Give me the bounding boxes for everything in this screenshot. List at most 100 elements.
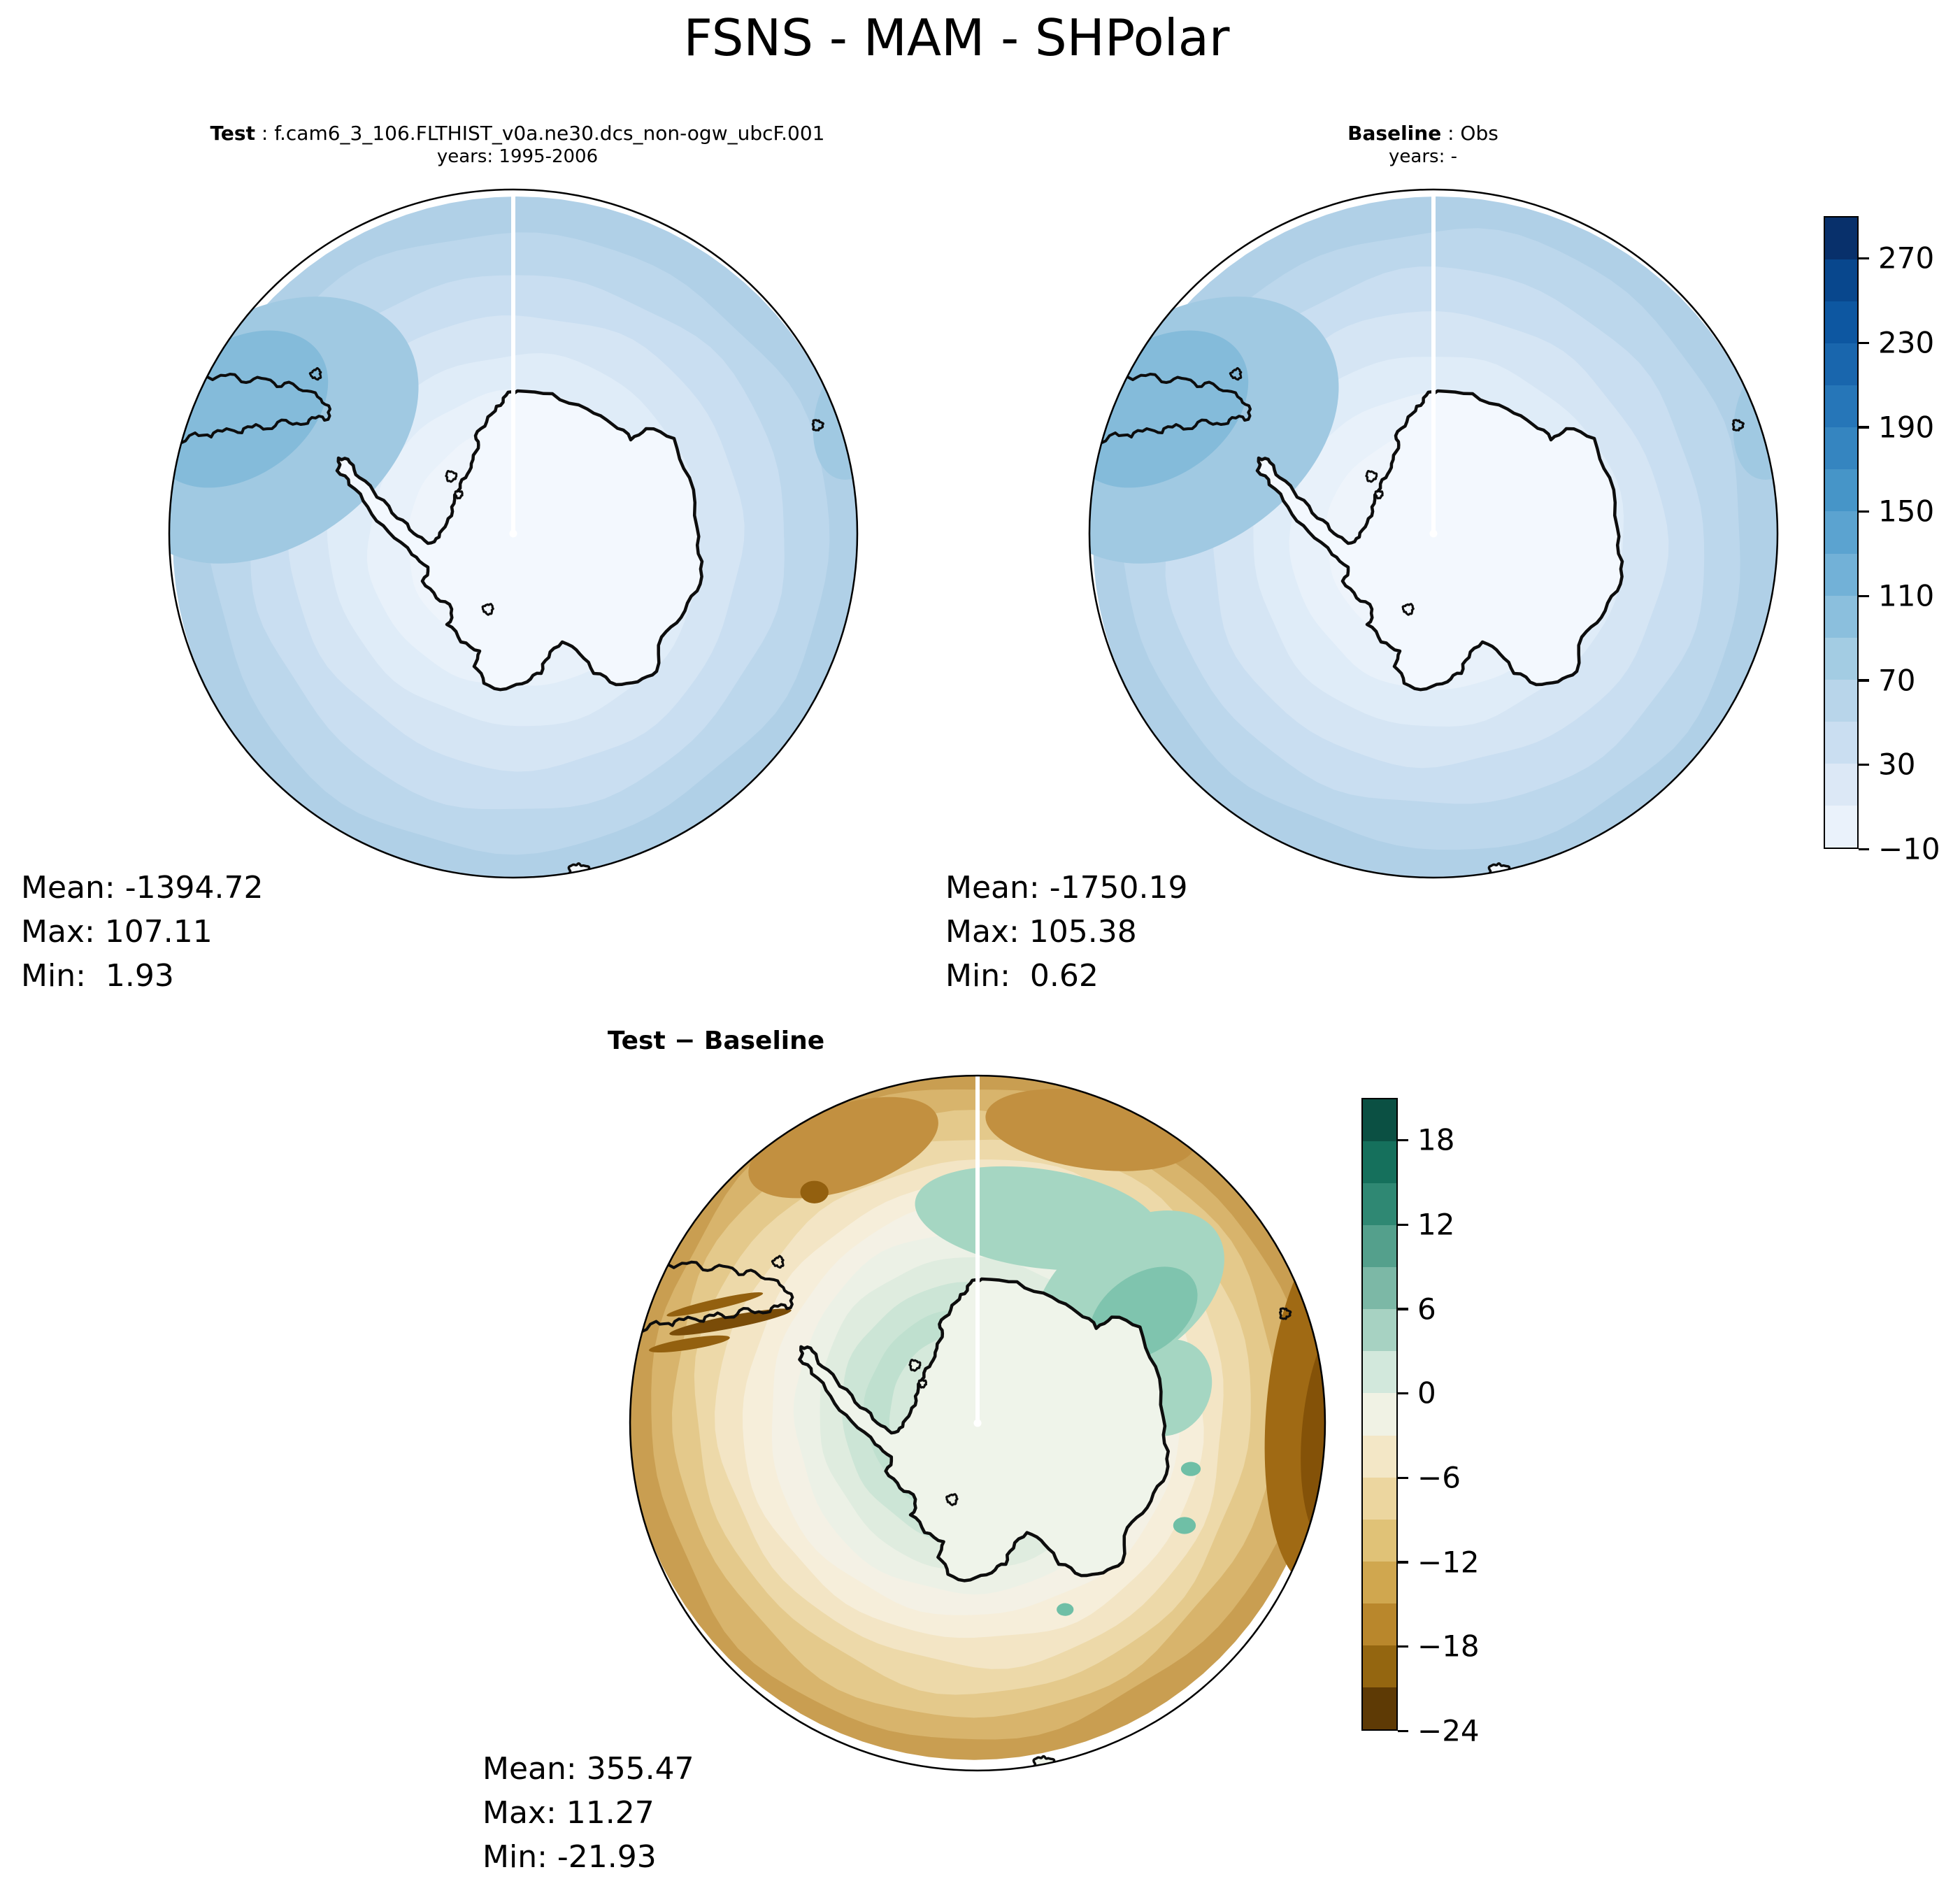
colorbar-tick-label: 110 xyxy=(1878,578,1935,613)
colorbar-tick xyxy=(1859,257,1869,260)
colorbar-tick xyxy=(1398,1308,1408,1310)
colorbar-segment xyxy=(1825,679,1857,722)
island-outline xyxy=(945,1493,959,1506)
colorbar-segment xyxy=(1363,1645,1396,1687)
baseline-source: : Obs xyxy=(1441,122,1498,145)
map-contour-field xyxy=(1089,190,1777,878)
pole-dot xyxy=(1429,529,1438,538)
colorbar-tick-label: −18 xyxy=(1417,1629,1480,1664)
map-boundary-circle xyxy=(629,1074,1326,1772)
colorbar-segment xyxy=(1825,595,1857,638)
colorbar-segment xyxy=(1825,553,1857,596)
colorbar-tick xyxy=(1859,848,1869,850)
antarctica-coastline xyxy=(798,1277,1170,1582)
colorbar-segment xyxy=(1363,1687,1396,1729)
diff-colorbar xyxy=(1361,1098,1398,1731)
colorbar-segment xyxy=(1825,343,1857,386)
colorbar-segment xyxy=(1363,1225,1396,1268)
meridian-seam xyxy=(511,190,515,535)
map-diff-polar-plot xyxy=(629,1074,1326,1772)
colorbar-tick xyxy=(1398,1138,1408,1142)
colorbar-segment xyxy=(1363,1099,1396,1142)
island-outline xyxy=(1401,603,1415,616)
diff-min: Min: -21.93 xyxy=(482,1839,657,1875)
colorbar-tick-label: 270 xyxy=(1878,241,1935,276)
contour-patch xyxy=(666,1292,764,1317)
test-label: Test xyxy=(210,122,255,145)
contour-patch xyxy=(1180,1462,1201,1476)
island-outline xyxy=(1365,469,1378,483)
contour-patch xyxy=(649,1335,730,1353)
colorbar-tick-label: 18 xyxy=(1417,1122,1455,1157)
figure-title: FSNS - MAM - SHPolar xyxy=(683,8,1230,67)
colorbar-tick-label: 30 xyxy=(1878,747,1916,782)
test-max: Max: 107.11 xyxy=(21,914,213,950)
island-outline xyxy=(1229,366,1243,381)
colorbar-tick-label: −24 xyxy=(1417,1713,1480,1748)
colorbar-segment xyxy=(1363,1393,1396,1436)
colorbar-segment xyxy=(1363,1267,1396,1310)
test-stats: Mean: -1394.72 Max: 107.11 Min: 1.93 xyxy=(21,866,264,998)
colorbar-segment xyxy=(1825,259,1857,302)
colorbar-tick-label: −10 xyxy=(1878,831,1940,866)
colorbar-tick xyxy=(1398,1561,1408,1564)
map-baseline-polar-plot xyxy=(1088,188,1779,879)
map-test-polar-plot xyxy=(168,188,859,879)
colorbar-segment xyxy=(1363,1477,1396,1520)
colorbar-tick xyxy=(1859,510,1869,513)
map-contour-field xyxy=(169,190,857,878)
test-years: years: 1995-2006 xyxy=(436,146,599,167)
contour-patch xyxy=(800,1180,829,1203)
baseline-max: Max: 105.38 xyxy=(945,914,1137,950)
colorbar-segment xyxy=(1825,763,1857,806)
colorbar-segment xyxy=(1825,217,1857,260)
colorbar-tick xyxy=(1398,1645,1408,1648)
colorbar-tick xyxy=(1859,426,1869,429)
island-outline xyxy=(1279,1307,1292,1320)
colorbar-segment xyxy=(1363,1141,1396,1184)
colorbar-segment xyxy=(1825,637,1857,680)
colorbar-segment xyxy=(1363,1561,1396,1603)
diff-stats: Mean: 355.47 Max: 11.27 Min: -21.93 xyxy=(482,1747,694,1879)
baseline-panel-subtitle: Baseline : Obs years: - xyxy=(1347,122,1498,168)
baseline-years: years: - xyxy=(1389,146,1457,167)
island-outline xyxy=(908,1359,922,1372)
island-outline xyxy=(771,1255,785,1269)
colorbar-tick-label: 6 xyxy=(1417,1292,1436,1327)
baseline-mean: Mean: -1750.19 xyxy=(945,870,1188,906)
test-mean: Mean: -1394.72 xyxy=(21,870,264,906)
contour-patch xyxy=(1173,1517,1196,1534)
south-america-coastline xyxy=(1093,363,1252,445)
colorbar-tick-label: 190 xyxy=(1878,410,1935,445)
colorbar-segment xyxy=(1825,469,1857,512)
island-outline xyxy=(1374,490,1384,500)
diff-max: Max: 11.27 xyxy=(482,1795,654,1831)
antarctica-coastline xyxy=(335,389,704,692)
pole-dot xyxy=(973,1419,982,1427)
test-panel-subtitle: Test : f.cam6_3_106.FLTHIST_v0a.ne30.dcs… xyxy=(210,122,825,168)
island-outline xyxy=(308,366,322,381)
colorbar-segment xyxy=(1825,721,1857,764)
island-outline xyxy=(445,469,458,483)
colorbar-tick-label: −12 xyxy=(1417,1545,1480,1580)
contour-patch xyxy=(1057,1603,1074,1616)
colorbar-segment xyxy=(1825,805,1857,848)
colorbar-tick xyxy=(1398,1476,1408,1479)
baseline-stats: Mean: -1750.19 Max: 105.38 Min: 0.62 xyxy=(945,866,1188,998)
colorbar-segment xyxy=(1363,1603,1396,1645)
south-america-coastline xyxy=(634,1250,794,1334)
meridian-seam xyxy=(1431,190,1436,535)
island-outline xyxy=(481,603,494,616)
colorbar-tick xyxy=(1859,679,1869,682)
baseline-min: Min: 0.62 xyxy=(945,958,1099,994)
island-outline xyxy=(811,419,824,431)
colorbar-tick xyxy=(1398,1223,1408,1226)
colorbar-segment xyxy=(1825,301,1857,344)
colorbar-tick-label: 70 xyxy=(1878,663,1916,698)
colorbar-tick xyxy=(1859,763,1869,766)
pole-dot xyxy=(509,529,517,538)
test-min: Min: 1.93 xyxy=(21,958,174,994)
meridian-seam xyxy=(975,1076,980,1425)
colorbar-segment xyxy=(1363,1183,1396,1226)
